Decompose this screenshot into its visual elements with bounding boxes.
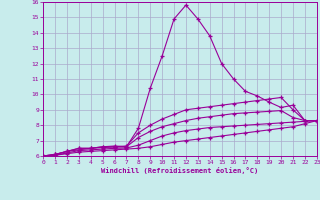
X-axis label: Windchill (Refroidissement éolien,°C): Windchill (Refroidissement éolien,°C) bbox=[101, 167, 259, 174]
